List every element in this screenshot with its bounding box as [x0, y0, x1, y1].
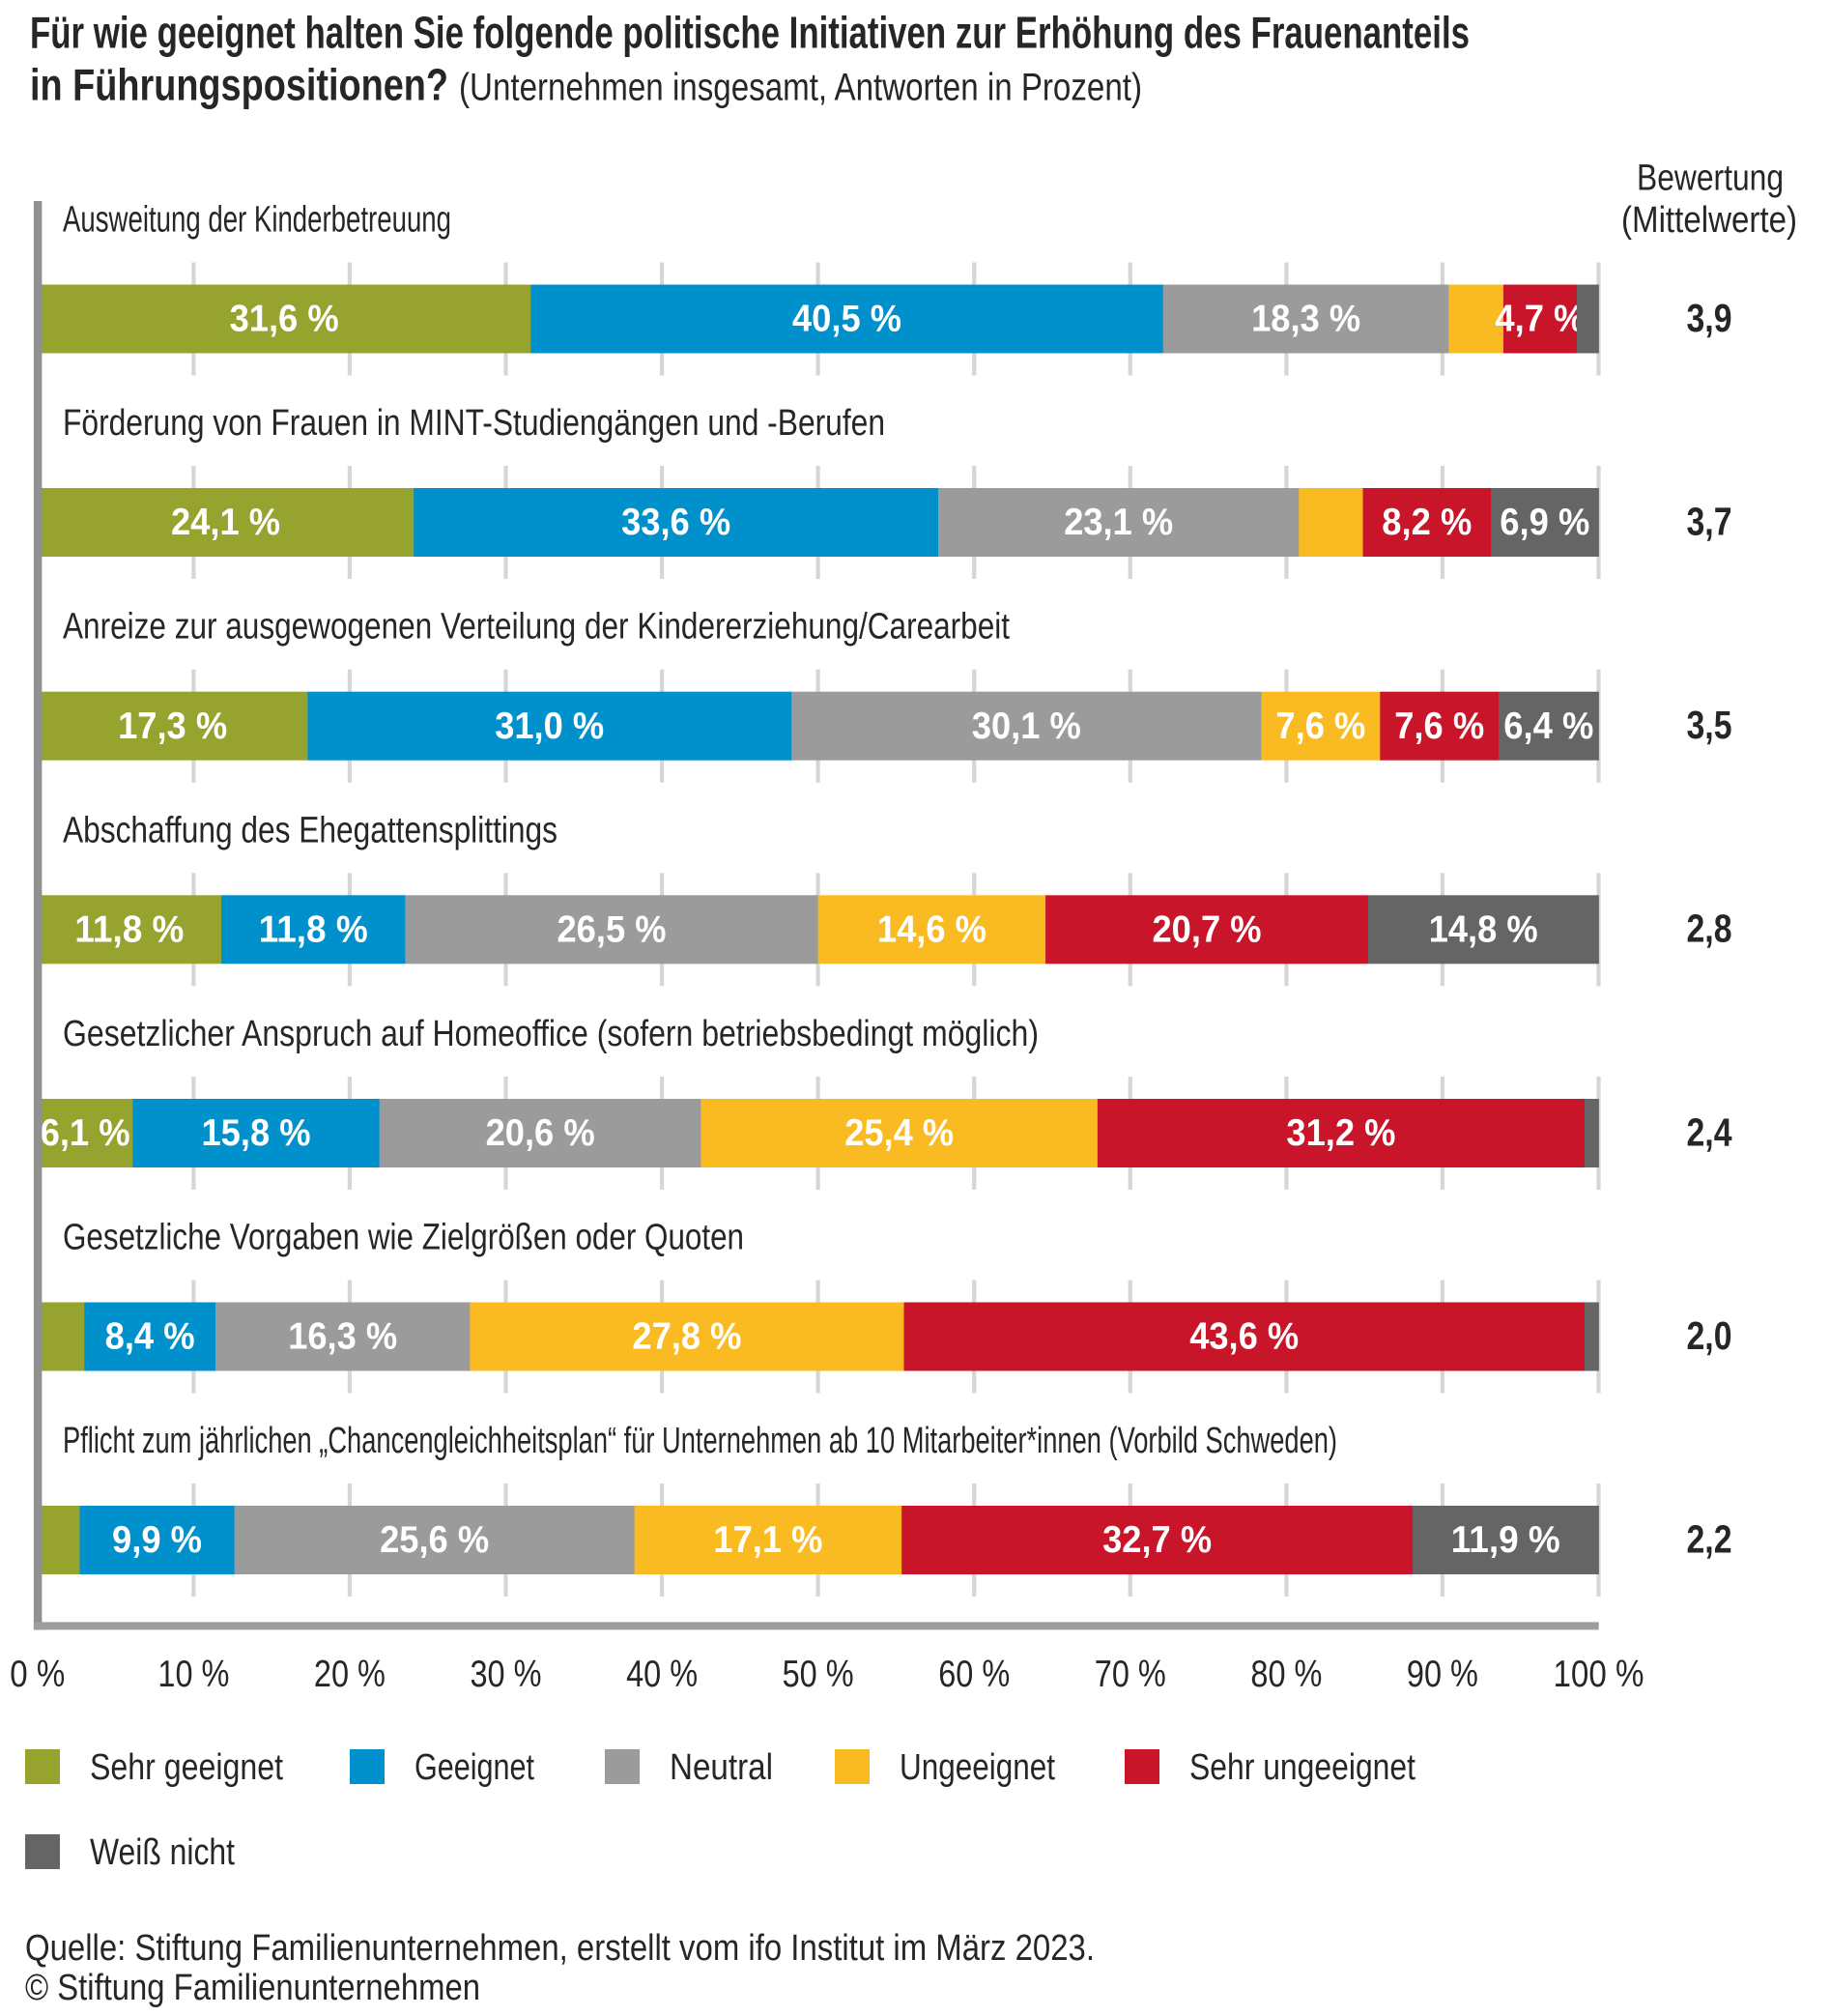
- svg-text:70 %: 70 %: [1095, 1654, 1166, 1695]
- svg-text:30,1 %: 30,1 %: [972, 706, 1081, 747]
- svg-text:17,3 %: 17,3 %: [118, 706, 227, 747]
- svg-text:20,7 %: 20,7 %: [1153, 909, 1262, 951]
- svg-text:15,8 %: 15,8 %: [202, 1112, 311, 1154]
- svg-text:Sehr geeignet: Sehr geeignet: [90, 1747, 283, 1788]
- svg-text:in Führungspositionen?: in Führungspositionen?: [30, 59, 448, 109]
- svg-text:23,1 %: 23,1 %: [1064, 502, 1173, 543]
- svg-text:25,6 %: 25,6 %: [380, 1519, 489, 1561]
- svg-text:33,6 %: 33,6 %: [621, 502, 730, 543]
- svg-text:2,8: 2,8: [1687, 907, 1732, 951]
- svg-text:Sehr ungeeignet: Sehr ungeeignet: [1189, 1747, 1415, 1788]
- svg-text:17,1 %: 17,1 %: [713, 1519, 822, 1561]
- svg-text:Anreize zur ausgewogenen Verte: Anreize zur ausgewogenen Verteilung der …: [63, 607, 1010, 648]
- svg-text:Bewertung: Bewertung: [1637, 158, 1784, 199]
- svg-text:2,2: 2,2: [1687, 1516, 1732, 1561]
- svg-text:11,8 %: 11,8 %: [74, 909, 184, 951]
- svg-text:Ungeeignet: Ungeeignet: [900, 1747, 1055, 1788]
- svg-text:Gesetzlicher Anspruch auf Home: Gesetzlicher Anspruch auf Homeoffice (so…: [63, 1014, 1039, 1054]
- svg-text:8,2 %: 8,2 %: [1382, 502, 1472, 543]
- svg-text:Geeignet: Geeignet: [415, 1747, 534, 1788]
- svg-text:7,6 %: 7,6 %: [1275, 706, 1365, 747]
- svg-text:9,9 %: 9,9 %: [112, 1519, 202, 1561]
- svg-text:25,4 %: 25,4 %: [844, 1112, 954, 1154]
- svg-text:31,0 %: 31,0 %: [495, 706, 604, 747]
- svg-text:2,0: 2,0: [1687, 1313, 1732, 1358]
- svg-text:18,3 %: 18,3 %: [1251, 299, 1360, 340]
- svg-text:40 %: 40 %: [626, 1654, 698, 1695]
- svg-text:11,9 %: 11,9 %: [1451, 1519, 1560, 1561]
- svg-text:0 %: 0 %: [10, 1654, 65, 1695]
- svg-text:Für wie geeignet halten Sie fo: Für wie geeignet halten Sie folgende pol…: [30, 7, 1470, 57]
- svg-text:16,3 %: 16,3 %: [288, 1316, 397, 1358]
- svg-text:Neutral: Neutral: [670, 1747, 773, 1788]
- svg-text:3,9: 3,9: [1687, 296, 1732, 340]
- svg-text:6,9 %: 6,9 %: [1500, 502, 1589, 543]
- svg-text:10 %: 10 %: [157, 1654, 229, 1695]
- svg-text:Gesetzliche Vorgaben wie Zielg: Gesetzliche Vorgaben wie Zielgrößen oder…: [63, 1218, 744, 1258]
- svg-text:Förderung von Frauen in MINT-S: Förderung von Frauen in MINT-Studiengäng…: [63, 403, 885, 444]
- svg-text:80 %: 80 %: [1250, 1654, 1322, 1695]
- svg-text:40,5 %: 40,5 %: [792, 299, 901, 340]
- svg-text:60 %: 60 %: [938, 1654, 1010, 1695]
- svg-text:20 %: 20 %: [314, 1654, 386, 1695]
- svg-text:32,7 %: 32,7 %: [1102, 1519, 1212, 1561]
- svg-text:Ausweitung der Kinderbetreuung: Ausweitung der Kinderbetreuung: [63, 200, 451, 241]
- svg-text:31,2 %: 31,2 %: [1286, 1112, 1395, 1154]
- svg-text:90 %: 90 %: [1407, 1654, 1478, 1695]
- svg-text:Quelle: Stiftung Familienunter: Quelle: Stiftung Familienunternehmen, er…: [25, 1928, 1095, 1969]
- svg-text:50 %: 50 %: [783, 1654, 854, 1695]
- svg-text:26,5 %: 26,5 %: [558, 909, 667, 951]
- svg-text:6,4 %: 6,4 %: [1503, 706, 1593, 747]
- svg-text:14,8 %: 14,8 %: [1429, 909, 1538, 951]
- svg-text:100 %: 100 %: [1554, 1654, 1644, 1695]
- svg-text:(Unternehmen insgesamt, Antwor: (Unternehmen insgesamt, Antworten in Pro…: [459, 66, 1142, 108]
- svg-text:43,6 %: 43,6 %: [1189, 1316, 1299, 1358]
- svg-text:Pflicht zum jährlichen „Chance: Pflicht zum jährlichen „Chancengleichhei…: [63, 1421, 1337, 1461]
- svg-text:2,4: 2,4: [1687, 1109, 1732, 1154]
- svg-text:7,6 %: 7,6 %: [1394, 706, 1484, 747]
- svg-text:24,1 %: 24,1 %: [171, 502, 280, 543]
- svg-text:Weiß nicht: Weiß nicht: [90, 1832, 235, 1873]
- svg-text:6,1 %: 6,1 %: [41, 1112, 130, 1154]
- svg-text:20,6 %: 20,6 %: [486, 1112, 595, 1154]
- svg-text:(Mittelwerte): (Mittelwerte): [1621, 200, 1797, 241]
- svg-text:11,8 %: 11,8 %: [259, 909, 368, 951]
- svg-text:3,5: 3,5: [1687, 703, 1732, 747]
- svg-text:27,8 %: 27,8 %: [632, 1316, 741, 1358]
- svg-text:31,6 %: 31,6 %: [230, 299, 339, 340]
- svg-text:Abschaffung des Ehegattensplit: Abschaffung des Ehegattensplittings: [63, 810, 558, 850]
- svg-text:3,7: 3,7: [1687, 499, 1732, 543]
- svg-text:8,4 %: 8,4 %: [105, 1316, 195, 1358]
- svg-text:4,7 %: 4,7 %: [1495, 299, 1585, 340]
- svg-text:14,6 %: 14,6 %: [877, 909, 986, 951]
- svg-text:30 %: 30 %: [471, 1654, 542, 1695]
- svg-text:© Stiftung Familienunternehmen: © Stiftung Familienunternehmen: [25, 1968, 480, 2008]
